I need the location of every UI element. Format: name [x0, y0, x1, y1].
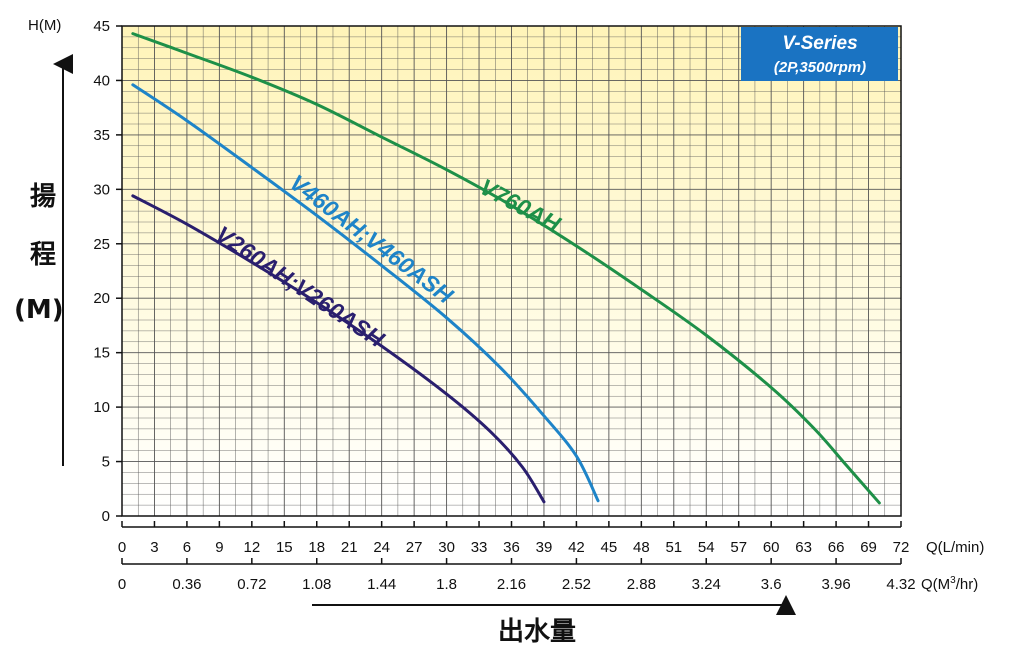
plot-frame: [121, 25, 902, 517]
x-tick-label: 12: [243, 539, 260, 556]
x-axis-label-lmin: Q(L/min): [926, 539, 984, 556]
x-axis-ticks-m3hr: 0 0.36 0.72 1.08 1.44 1.8 2.16 2.52 2.88 3.24 3.6 3…: [118, 558, 916, 593]
series-badge: [741, 27, 898, 81]
x-axis-label-m3hr: Q(M3/hr): [921, 575, 978, 593]
x-axis-label-m3hr-suffix: /hr): [956, 576, 979, 593]
x-tick-label: 45: [601, 539, 618, 556]
x-tick-label: 3: [150, 539, 158, 556]
curve-v260ah: [131, 194, 546, 504]
x2-tick-label: 4.32: [886, 576, 915, 593]
x2-tick-label: 0: [118, 576, 126, 593]
x-tick-label: 6: [183, 539, 191, 556]
x2-tick-label: 2.16: [497, 576, 526, 593]
y-axis-label: H(M): [28, 17, 61, 34]
x-tick-label: 63: [795, 539, 812, 556]
x-tick-label: 9: [215, 539, 223, 556]
y-tick-label: 40: [93, 72, 110, 89]
y-tick-label: 20: [93, 290, 110, 307]
y-tick-label: 45: [93, 18, 110, 35]
x-tick-label: 27: [406, 539, 423, 556]
grid-lines: [122, 26, 901, 516]
x-axis-label-m3hr-sup: 3: [950, 575, 956, 586]
x2-tick-label: 1.08: [302, 576, 331, 593]
x2-tick-label: 2.88: [627, 576, 656, 593]
x-tick-label: 48: [633, 539, 650, 556]
x-tick-label: 30: [438, 539, 455, 556]
x-tick-label: 33: [471, 539, 488, 556]
x-tick-label: 42: [568, 539, 585, 556]
y-axis-ticks: 0 5 10 15 20 25 30 35 40 45: [93, 18, 122, 525]
y-side-title-1: 揚: [30, 182, 56, 212]
x-tick-label: 57: [730, 539, 747, 556]
x2-tick-label: 0.36: [172, 576, 201, 593]
y-tick-label: 30: [93, 181, 110, 198]
x-tick-label: 69: [860, 539, 877, 556]
y-tick-label: 15: [93, 345, 110, 362]
x-tick-label: 60: [763, 539, 780, 556]
x-tick-label: 72: [893, 539, 910, 556]
series-badge-subtitle: (2P,3500rpm): [774, 59, 866, 76]
y-tick-label: 10: [93, 399, 110, 416]
x2-tick-label: 3.6: [761, 576, 782, 593]
x2-tick-label: 3.96: [821, 576, 850, 593]
y-side-title-3: (M): [14, 295, 64, 325]
x-tick-label: 36: [503, 539, 520, 556]
x2-tick-label: 0.72: [237, 576, 266, 593]
x2-tick-label: 1.8: [436, 576, 457, 593]
x2-tick-label: 3.24: [692, 576, 721, 593]
y-tick-label: 0: [102, 508, 110, 525]
x2-tick-label: 2.52: [562, 576, 591, 593]
y-tick-label: 35: [93, 127, 110, 144]
x-tick-label: 24: [373, 539, 390, 556]
x-axis-label-m3hr-prefix: Q(M: [921, 576, 950, 593]
x-tick-label: 21: [341, 539, 358, 556]
curve-v460ah: [131, 83, 600, 503]
curve-v760ah: [131, 32, 881, 505]
x-tick-label: 18: [308, 539, 325, 556]
series-badge-title: V-Series: [782, 33, 857, 54]
x-tick-label: 66: [828, 539, 845, 556]
y-tick-label: 25: [93, 236, 110, 253]
x2-tick-label: 1.44: [367, 576, 396, 593]
x-tick-label: 39: [536, 539, 553, 556]
x-axis-ticks-lmin: 0 3 6 9 12 15 18 21 24 27 30 33 36 39 42 45 48 51 54 57 60 63…: [118, 521, 910, 556]
x-tick-label: 54: [698, 539, 715, 556]
x-tick-label: 15: [276, 539, 293, 556]
x-bottom-title: 出水量: [498, 617, 576, 645]
y-tick-label: 5: [102, 454, 110, 471]
y-side-title-2: 程: [30, 240, 56, 270]
x-tick-label: 0: [118, 539, 126, 556]
x-tick-label: 51: [665, 539, 682, 556]
curves: [131, 32, 881, 505]
